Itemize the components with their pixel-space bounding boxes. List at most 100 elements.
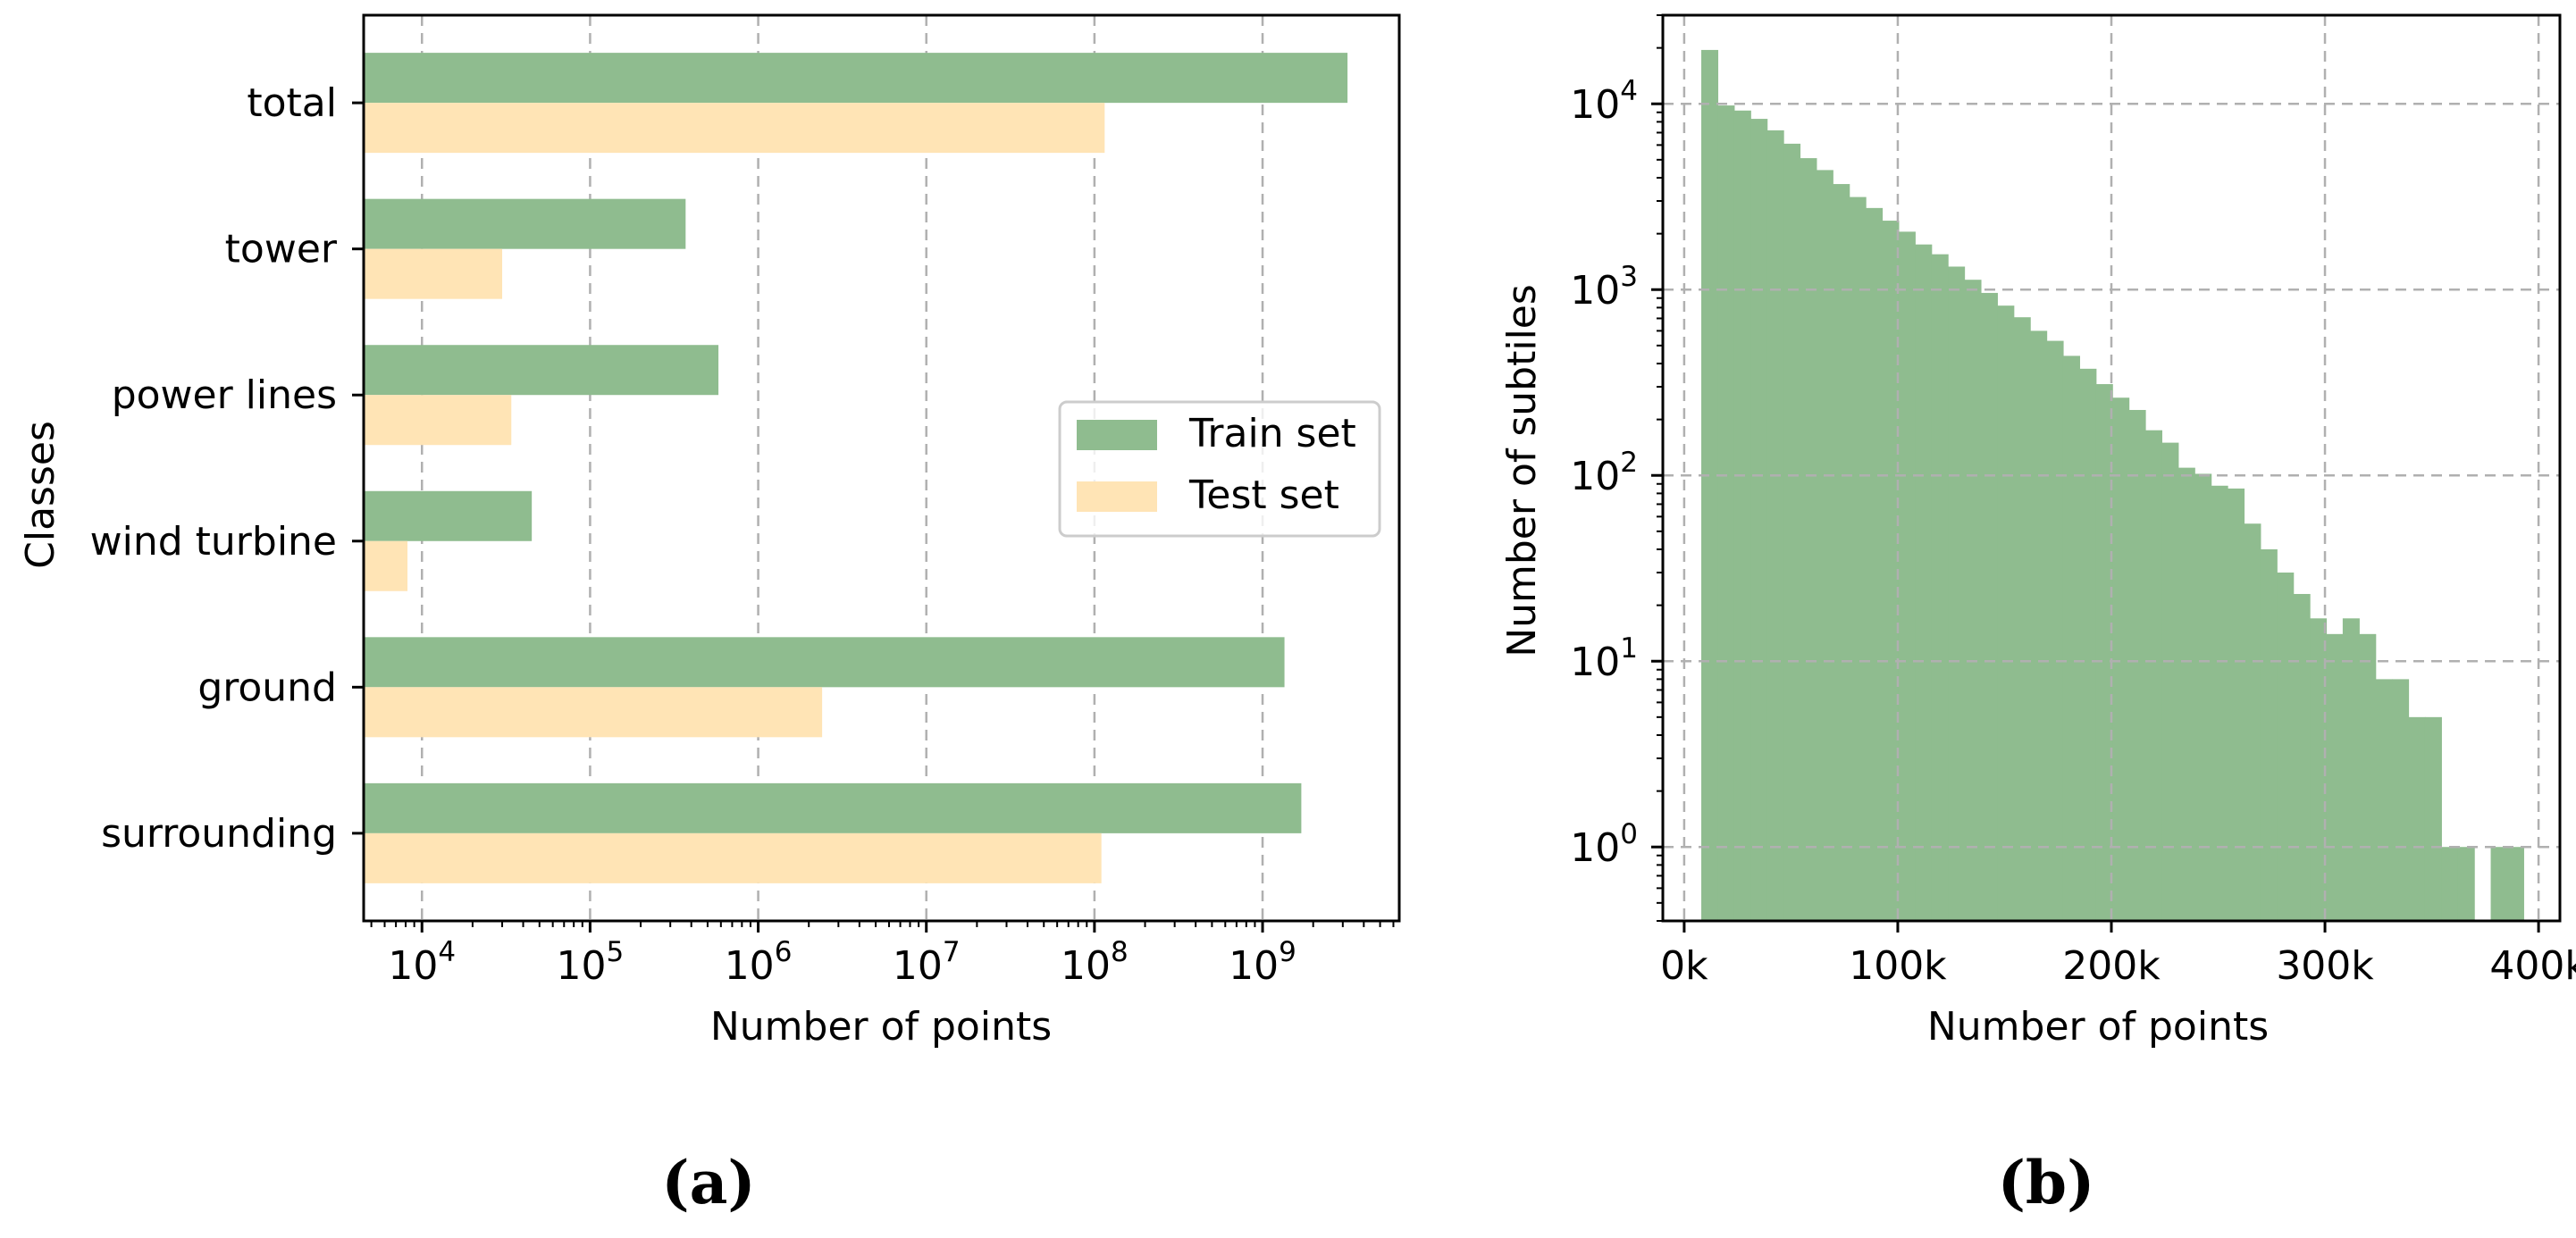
panel-b-histogram-bin [2424,716,2442,921]
panel-b-histogram-bin [2079,368,2097,921]
panel-a-category-label: tower [225,227,338,272]
panel-a-bar-test-surrounding [364,832,1102,883]
panel-a-bar-chart: 104 105 106 107 108 109 total tower power lines… [18,13,1401,1217]
panel-b-y-tick-label: 102 [1570,447,1638,499]
panel-a-x-axis-label: Number of points [710,1004,1052,1050]
panel-a-bar-test-ground [364,687,823,738]
panel-b-x-ticks: 0k 100k 200k 300k 400k [1660,921,2576,989]
panel-b-histogram-bin [2441,847,2459,921]
panel-b-x-tick-label: 100k [1849,943,1947,989]
panel-b-histogram-bin [1733,110,1751,921]
legend-swatch-test [1077,481,1157,512]
panel-b-histogram-bin [1948,266,1966,921]
panel-a-x-tick-label: 106 [725,936,793,989]
panel-b-caption: (b) [1998,1148,2095,1217]
panel-b-histogram-bin [1783,143,1801,921]
panel-a-bar-test-tower [364,248,503,299]
panel-b-y-tick-label: 101 [1570,632,1638,685]
panel-b-histogram-bin [1800,158,1817,922]
panel-a-axes-frame [362,13,1401,923]
panel-b-x-axis-label: Number of points [1927,1004,2269,1050]
panel-b-y-tick-label: 103 [1570,261,1638,314]
panel-b-y-axis-label: Number of subtiles [1499,284,1545,657]
panel-b-x-tick-label: 0k [1660,943,1708,989]
panel-b-histogram-bin [2375,679,2393,921]
panel-a-bar-train-surrounding [364,782,1302,833]
panel-a-bar-train-total [364,53,1348,104]
panel-a-x-tick-label: 109 [1229,936,1296,989]
panel-b-x-tick-label: 300k [2276,943,2374,989]
panel-b-histogram-bin [1882,221,1900,921]
panel-b-histogram-bin [2128,409,2146,921]
panel-b-histogram-bin [2211,485,2228,921]
panel-a-bar-test-power-lines [364,395,512,446]
panel-b-y-ticks: 100 101 102 103 104 [1570,14,1663,922]
panel-b-histogram-bin [2095,384,2113,921]
panel-b-histogram: 0k 100k 200k 300k 400k 100 101 102 103 104 Numbe… [1499,13,2576,1217]
panel-b-histogram-bin [2260,549,2278,921]
panel-a-x-tick-label: 107 [893,936,961,989]
panel-a-bar-train-ground [364,637,1285,688]
panel-b-histogram-bin [1898,231,1916,921]
panel-a-legend: Train set Test set [1058,400,1381,538]
panel-a-x-ticks: 104 105 106 107 108 109 [370,921,1395,989]
panel-b-y-tick-label: 104 [1570,75,1638,128]
panel-a-caption: (a) [661,1148,755,1217]
panel-a-x-tick-label: 104 [388,936,456,989]
panel-b-histogram-bin [1833,184,1850,922]
panel-b-histogram-bin [1701,49,1719,922]
panel-b-histogram-bin [2342,618,2360,921]
panel-b-histogram-bin [2030,330,2048,921]
panel-b-histogram-bin [2490,847,2508,921]
panel-b-histogram-bin [2408,716,2426,921]
panel-a-category-label: ground [197,665,337,710]
panel-b-histogram-bin [1766,130,1784,922]
panel-b-histogram-bin [1980,292,1998,921]
panel-a-category-label: surrounding [101,811,337,857]
panel-a-category-label: power lines [112,372,337,418]
panel-a-category-label: total [247,80,337,126]
panel-a-bar-train-wind-turbine [364,490,533,541]
panel-b-histogram-bin [2457,847,2475,921]
panel-b-histogram-bin [2046,340,2064,921]
panel-b-histogram-bin [2277,572,2295,921]
panel-b-histogram-bin [1997,305,2015,922]
panel-b-histogram-bin [2228,488,2245,921]
panel-b-y-tick-label: 100 [1570,818,1638,871]
legend-label-test: Test set [1188,473,1339,518]
panel-a-category-label: wind turbine [90,519,337,565]
panel-b-histogram-bin [1717,105,1735,921]
panel-a-bar-test-total [364,103,1105,154]
panel-b-histogram-bin [1931,254,1949,921]
panel-b-histogram-bin [2161,442,2179,921]
panel-b-x-tick-label: 400k [2489,943,2576,989]
panel-b-histogram-bin [2194,473,2212,921]
panel-b-histogram-bin [1750,119,1768,921]
panel-b-histogram-bin [2326,633,2344,921]
panel-b-histogram-bin [2506,847,2524,921]
panel-b-grid [1663,15,2560,921]
panel-b-histogram-bars [1701,49,2524,922]
panel-b-histogram-bin [2244,523,2261,921]
panel-b-histogram-bin [2013,317,2031,921]
legend-swatch-train [1077,420,1157,450]
panel-b-histogram-bin [2293,593,2311,921]
panel-b-x-tick-label: 200k [2062,943,2161,989]
panel-b-histogram-bin [2310,618,2328,921]
panel-b-histogram-bin [2112,397,2130,922]
panel-b-histogram-bin [1816,170,1833,921]
panel-b-histogram-bin [1849,197,1867,921]
panel-b-histogram-bin [2392,679,2410,921]
panel-b-histogram-bin [1964,280,1982,922]
panel-b-histogram-bin [2145,430,2163,921]
panel-a-bar-test-wind-turbine [364,540,408,591]
panel-a-bar-train-power-lines [364,345,719,396]
panel-a-x-tick-label: 105 [557,936,625,989]
panel-b-histogram-bin [1866,207,1884,922]
panel-b-histogram-bin [2177,467,2195,921]
panel-b-histogram-bin [2062,356,2080,921]
panel-a-y-ticks: total tower power lines wind turbine ground s… [90,80,364,857]
panel-a-bars [364,53,1348,883]
panel-a-bar-train-tower [364,198,686,249]
